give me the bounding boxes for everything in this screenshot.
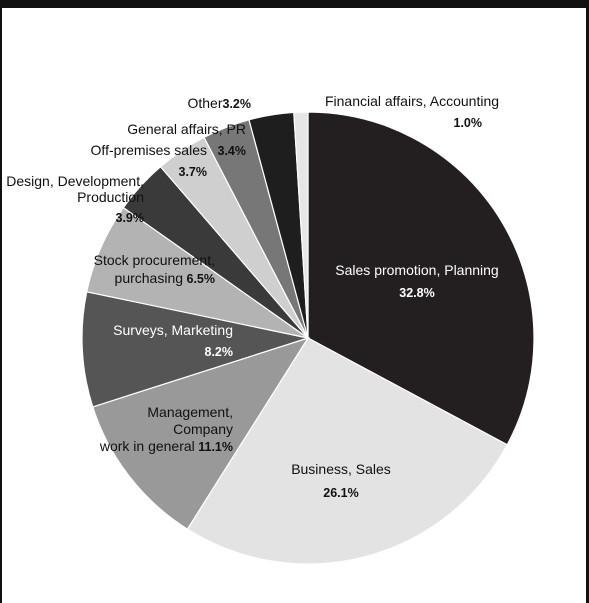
slice-label-line: Company	[173, 421, 233, 437]
pie-slice-3	[92, 336, 310, 530]
slice-label-line: Financial affairs, Accounting	[325, 93, 499, 109]
slice-label-8: General affairs, PR	[127, 121, 246, 137]
slice-label-5: Stock procurement, purchasing 6.5%	[94, 252, 215, 286]
pie-slice-2	[186, 337, 508, 565]
slice-label-line: Design, Development,	[6, 173, 144, 189]
slice-label-7: Off-premises sales	[91, 142, 207, 158]
slice-label-line: Production	[77, 189, 144, 205]
slice-label-2: Business, Sales	[291, 461, 391, 477]
slice-label-9: Other3.2%	[187, 95, 251, 111]
slice-label-line: Sales promotion, Planning	[335, 262, 498, 278]
pie-slice-4	[81, 291, 311, 408]
slice-label-line: Off-premises sales	[91, 142, 207, 158]
slice-label-line: Other	[187, 95, 222, 111]
slice-label-line: work in general	[99, 438, 195, 454]
left-border	[0, 0, 2, 603]
slice-label-line: General affairs, PR	[127, 121, 246, 137]
slice-percent-10: 1.0%	[454, 116, 483, 130]
slice-label-line: Stock procurement,	[94, 252, 215, 268]
slice-percent-1: 32.8%	[399, 286, 434, 300]
slice-label-4: Surveys, Marketing	[113, 322, 233, 338]
slice-label-3: Management, Company work in general 11.1%	[99, 404, 233, 454]
slice-label-line: purchasing	[115, 270, 184, 286]
slice-label-line: Business, Sales	[291, 461, 391, 477]
slice-percent-2: 26.1%	[323, 486, 358, 500]
right-border	[586, 0, 589, 603]
slice-percent-6: 3.9%	[116, 211, 145, 225]
pie-slice-1	[307, 111, 535, 446]
slice-percent-8: 3.4%	[218, 144, 247, 158]
slice-percent-5: 6.5%	[183, 272, 215, 286]
slice-label-line: Surveys, Marketing	[113, 322, 233, 338]
slice-label-10: Financial affairs, Accounting	[325, 93, 499, 109]
slice-label-line: Management,	[147, 404, 233, 420]
slice-label-1: Sales promotion, Planning	[335, 262, 498, 278]
slice-percent-7: 3.7%	[179, 165, 208, 179]
slice-label-6: Design, Development, Production	[6, 173, 144, 205]
slice-percent-9: 3.2%	[223, 97, 252, 111]
pie-slices	[81, 111, 535, 565]
slice-percent-4: 8.2%	[205, 345, 234, 359]
top-border	[0, 0, 589, 8]
pie-slice-10	[293, 111, 309, 339]
slice-percent-3: 11.1%	[195, 440, 233, 454]
pie-labels: Sales promotion, Planning 32.8% Business, …	[6, 93, 499, 500]
